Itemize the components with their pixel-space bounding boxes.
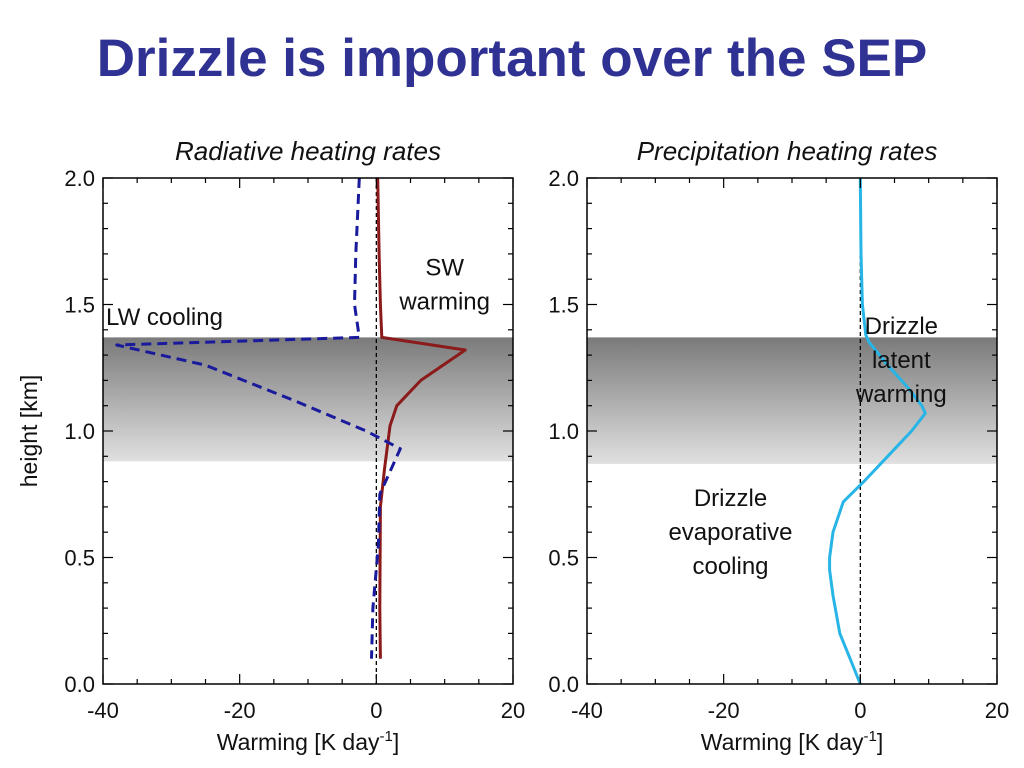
y-tick-label: 0.5	[64, 546, 95, 571]
x-axis-label: Warming [K day-1]	[217, 728, 400, 755]
evap-label-text: Drizzle	[694, 485, 767, 512]
y-tick-label: 2.0	[548, 166, 579, 191]
y-tick-label: 0.0	[548, 672, 579, 697]
x-tick-label: 0	[370, 698, 382, 723]
x-tick-label: 20	[985, 698, 1009, 723]
y-tick-label: 1.0	[548, 419, 579, 444]
y-tick-label: 0.0	[64, 672, 95, 697]
y-tick-label: 1.0	[64, 419, 95, 444]
y-tick-label: 0.5	[548, 546, 579, 571]
x-tick-label: -20	[708, 698, 740, 723]
evap-label-text: cooling	[692, 553, 768, 580]
x-tick-label: 0	[854, 698, 866, 723]
latent-label-text: Drizzle	[865, 313, 938, 340]
cloud-layer-band	[103, 337, 513, 462]
x-tick-label: 20	[501, 698, 525, 723]
y-tick-label: 1.5	[64, 293, 95, 318]
x-tick-label: -40	[87, 698, 119, 723]
chart-title: Precipitation heating rates	[637, 136, 938, 166]
y-tick-label: 2.0	[64, 166, 95, 191]
lw-label-text: LW cooling	[106, 304, 223, 331]
x-axis-label: Warming [K day-1]	[701, 728, 884, 755]
evap-label-text: evaporative	[668, 519, 792, 546]
radiative-chart: -40 -20 0 20 0.0 0.5 1.0 1.5 2.0 Radiative heatin…	[16, 136, 525, 755]
lw-series-line	[115, 177, 402, 659]
chart-title: Radiative heating rates	[175, 136, 441, 166]
y-tick-label: 1.5	[548, 293, 579, 318]
latent-label-text: latent	[872, 347, 931, 374]
cloud-layer-band	[587, 337, 997, 464]
slide-title: Drizzle is important over the SEP	[96, 29, 928, 88]
x-tick-label: -40	[571, 698, 603, 723]
x-tick-label: -20	[224, 698, 256, 723]
precipitation-chart: -40 -20 0 20 0.0 0.5 1.0 1.5 2.0 Precipitation he…	[548, 136, 1009, 755]
precip-series-line	[828, 177, 927, 685]
sw-label-text: SW	[425, 254, 464, 281]
sw-label-text: warming	[398, 288, 490, 315]
latent-label-text: warming	[855, 381, 947, 408]
y-axis-label: height [km]	[16, 375, 42, 488]
